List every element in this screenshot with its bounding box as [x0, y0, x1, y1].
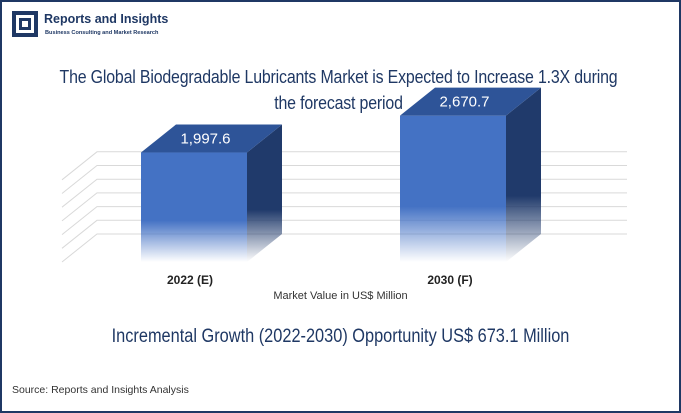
logo-name: Reports and Insights [44, 12, 169, 26]
bar-front [141, 152, 247, 262]
chart-title: The Global Biodegradable Lubricants Mark… [59, 66, 618, 113]
x-tick-label: 2030 (F) [427, 273, 472, 287]
bar-front [400, 115, 506, 263]
source-note: Source: Reports and Insights Analysis [12, 384, 189, 396]
logo-mark-icon [12, 11, 38, 37]
data-label: 1,997.6 [180, 131, 230, 148]
bar-side [506, 87, 541, 263]
labels: 1,997.6 2022 (E) 2,670.7 2030 (F) [167, 94, 490, 287]
bar-top [400, 87, 541, 116]
data-label: 2,670.7 [439, 94, 489, 111]
bar-top [141, 124, 282, 153]
x-tick-label: 2022 (E) [167, 273, 213, 287]
bar-2 [400, 87, 541, 263]
bar-side [247, 124, 282, 262]
x-axis-title: Market Value in US$ Million [273, 290, 408, 302]
growth-headline: Incremental Growth (2022-2030) Opportuni… [111, 326, 570, 347]
logo-tagline: Business Consulting and Market Research [45, 30, 159, 36]
bars [141, 87, 541, 263]
brand-logo: Reports and Insights Business Consulting… [12, 10, 202, 42]
bar-1 [141, 124, 282, 262]
